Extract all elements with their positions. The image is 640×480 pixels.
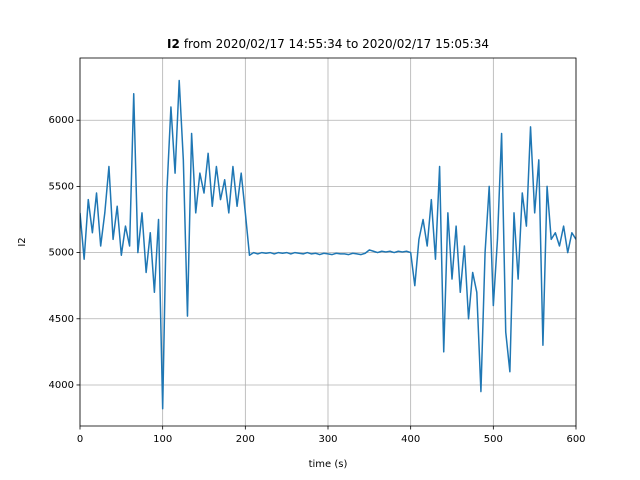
y-tick-label: 6000 (49, 115, 74, 126)
x-axis-label: time (s) (309, 459, 348, 470)
x-tick-label: 300 (318, 434, 337, 445)
x-tick-label: 600 (566, 434, 585, 445)
y-tick-label: 5500 (49, 181, 74, 192)
x-tick-label: 100 (153, 434, 172, 445)
x-tick-label: 400 (401, 434, 420, 445)
y-tick-label: 5000 (49, 248, 74, 259)
chart-title: I2 from 2020/02/17 14:55:34 to 2020/02/17… (167, 37, 489, 51)
title-rest: from 2020/02/17 14:55:34 to 2020/02/17 1… (184, 37, 489, 51)
title-bold: I2 (167, 37, 180, 51)
y-axis-label: I2 (17, 237, 28, 246)
data-line (80, 79, 576, 410)
x-tick-label: 0 (77, 434, 83, 445)
y-tick-label: 4000 (49, 380, 74, 391)
y-tick-label: 4500 (49, 314, 74, 325)
x-tick-label: 200 (236, 434, 255, 445)
x-tick-label: 500 (484, 434, 503, 445)
plot-frame (79, 57, 577, 427)
